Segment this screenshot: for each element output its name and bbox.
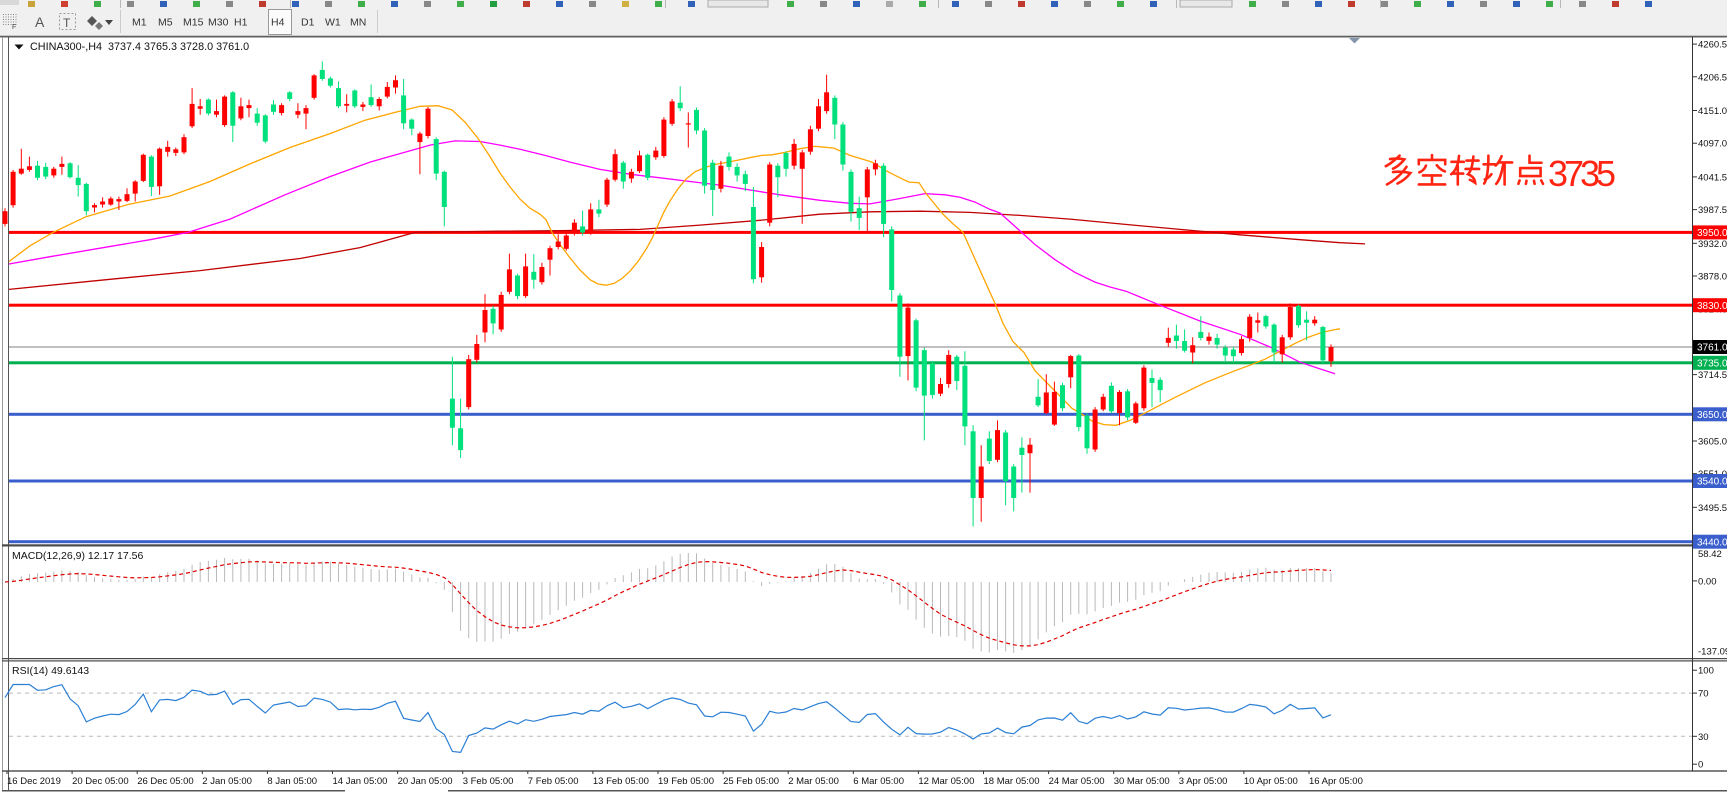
svg-text:7 Feb 05:00: 7 Feb 05:00 [528,776,579,787]
svg-text:18 Mar 05:00: 18 Mar 05:00 [984,776,1040,787]
svg-text:30 Mar 05:00: 30 Mar 05:00 [1114,776,1170,787]
svg-text:3932.0: 3932.0 [1698,239,1727,250]
svg-text:3735: 3735 [1548,153,1616,194]
svg-text:3 Apr 05:00: 3 Apr 05:00 [1179,776,1228,787]
svg-text:3987.5: 3987.5 [1698,205,1727,216]
svg-text:10 Apr 05:00: 10 Apr 05:00 [1244,776,1298,787]
svg-text:3650.0: 3650.0 [1697,410,1727,421]
svg-text:16 Dec 2019: 16 Dec 2019 [7,776,61,787]
svg-text:25 Feb 05:00: 25 Feb 05:00 [723,776,779,787]
svg-text:3761.0: 3761.0 [1697,343,1727,354]
svg-text:T: T [63,16,71,30]
svg-text:CHINA300-,H4 3737.4 3765.3 37: CHINA300-,H4 3737.4 3765.3 3728.0 3761.0 [30,41,249,53]
svg-text:58.42: 58.42 [1698,549,1722,560]
svg-text:4151.0: 4151.0 [1698,106,1727,117]
svg-text:26 Dec 05:00: 26 Dec 05:00 [137,776,194,787]
svg-text:4041.5: 4041.5 [1698,172,1727,183]
svg-text:70: 70 [1698,689,1709,700]
svg-text:3950.0: 3950.0 [1697,228,1727,239]
svg-text:6 Mar 05:00: 6 Mar 05:00 [853,776,904,787]
svg-text:M30: M30 [208,17,229,29]
svg-text:0: 0 [1698,760,1703,771]
svg-text:3878.0: 3878.0 [1698,272,1727,283]
svg-text:24 Mar 05:00: 24 Mar 05:00 [1049,776,1105,787]
svg-text:14 Jan 05:00: 14 Jan 05:00 [333,776,388,787]
svg-text:30: 30 [1698,732,1709,743]
svg-text:W1: W1 [325,17,341,29]
svg-text:-137.09: -137.09 [1698,647,1727,658]
svg-text:3540.0: 3540.0 [1697,477,1727,488]
svg-text:H1: H1 [234,17,248,29]
svg-text:3714.5: 3714.5 [1698,370,1727,381]
svg-text:4097.0: 4097.0 [1698,139,1727,150]
svg-text:4206.5: 4206.5 [1698,72,1727,83]
svg-text:3 Feb 05:00: 3 Feb 05:00 [463,776,514,787]
svg-text:MN: MN [350,17,366,29]
svg-text:2 Mar 05:00: 2 Mar 05:00 [788,776,839,787]
svg-text:3495.5: 3495.5 [1698,503,1727,514]
svg-text:2 Jan 05:00: 2 Jan 05:00 [202,776,252,787]
svg-text:A: A [35,14,45,30]
svg-text:8 Jan 05:00: 8 Jan 05:00 [267,776,317,787]
svg-text:16 Apr 05:00: 16 Apr 05:00 [1309,776,1363,787]
svg-text:F: F [12,24,16,31]
svg-text:20 Jan 05:00: 20 Jan 05:00 [398,776,453,787]
svg-text:H4: H4 [271,17,285,29]
svg-text:MACD(12,26,9) 12.17 17.56: MACD(12,26,9) 12.17 17.56 [12,550,143,562]
svg-text:3830.0: 3830.0 [1697,301,1727,312]
svg-text:100: 100 [1698,666,1714,677]
svg-text:3735.0: 3735.0 [1697,358,1727,369]
svg-text:RSI(14) 49.6143: RSI(14) 49.6143 [12,665,89,677]
svg-text:D1: D1 [301,17,315,29]
svg-text:3605.0: 3605.0 [1698,437,1727,448]
svg-text:13 Feb 05:00: 13 Feb 05:00 [593,776,649,787]
svg-text:M15: M15 [183,17,204,29]
svg-text:M1: M1 [132,17,147,29]
svg-text:4260.5: 4260.5 [1698,40,1727,51]
svg-text:3440.0: 3440.0 [1697,537,1727,548]
svg-text:19 Feb 05:00: 19 Feb 05:00 [658,776,714,787]
svg-text:M5: M5 [158,17,173,29]
svg-text:12 Mar 05:00: 12 Mar 05:00 [918,776,974,787]
svg-text:0.00: 0.00 [1698,576,1717,587]
svg-text:20 Dec 05:00: 20 Dec 05:00 [72,776,129,787]
